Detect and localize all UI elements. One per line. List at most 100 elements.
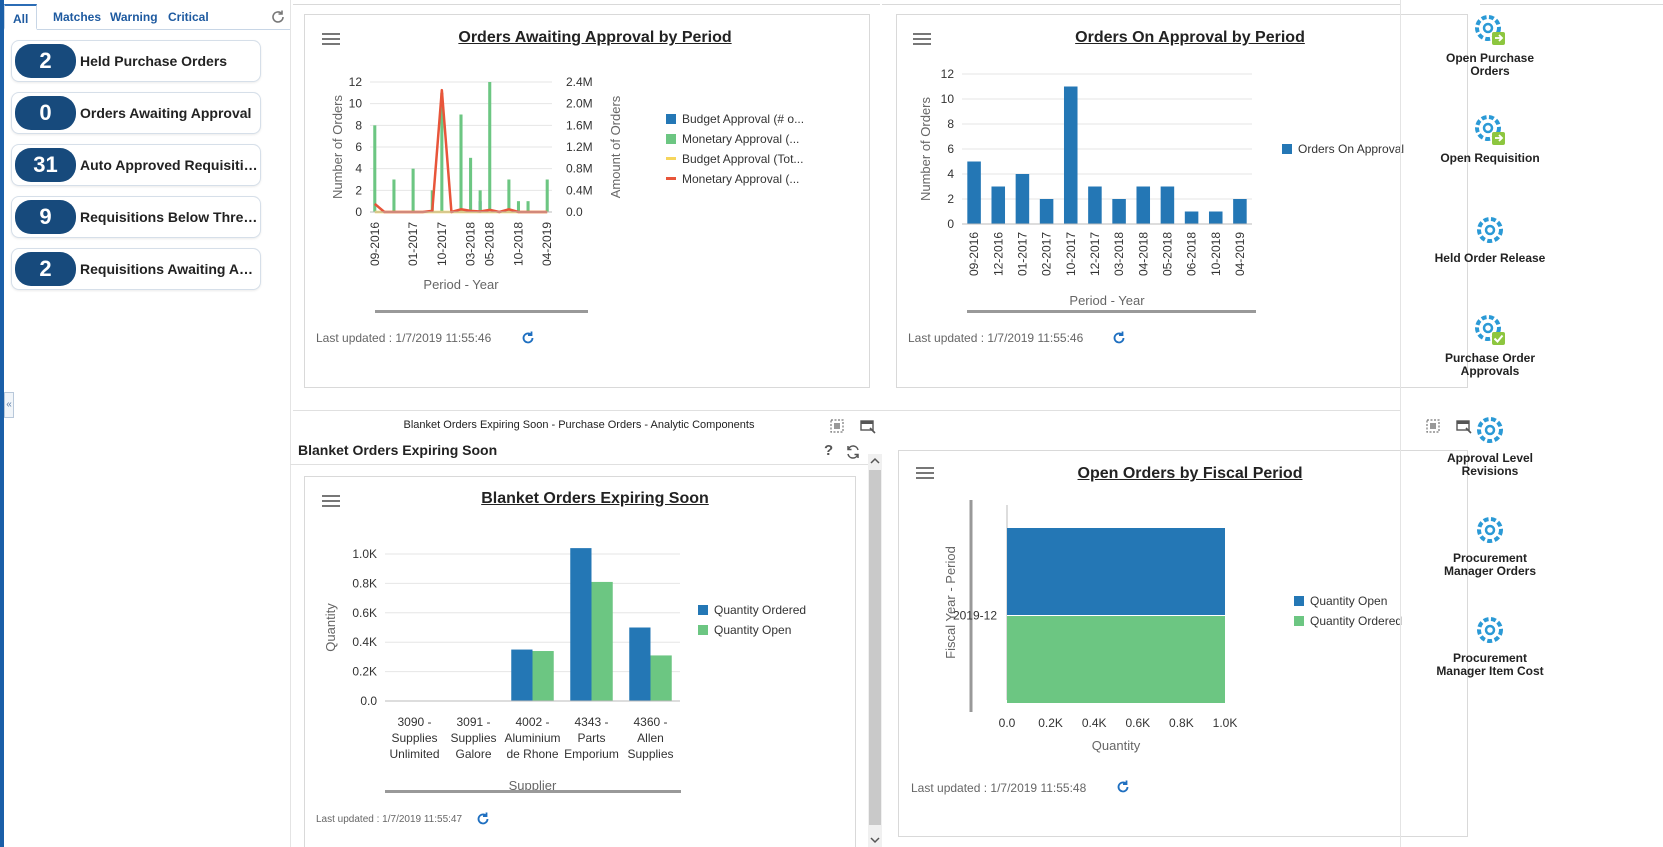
chart1-y2tick-label: 0.0 — [566, 205, 583, 219]
edit-component-icon[interactable] — [1456, 418, 1472, 434]
bco-y-axis-title: Quantity — [323, 603, 338, 652]
chart2-x-axis-title: Period - Year — [1069, 293, 1145, 308]
help-icon[interactable]: ? — [824, 442, 834, 459]
chart1-legend-item[interactable]: Budget Approval (# o... — [666, 112, 804, 126]
chart1-legend-item[interactable]: Monetary Approval (... — [666, 172, 799, 186]
tab-matches[interactable]: Matches — [53, 10, 102, 24]
chart1-ytick-label: 10 — [349, 97, 363, 111]
chart4-refresh-icon[interactable] — [1115, 779, 1131, 795]
chart1-y2-axis-title: Amount of Orders — [608, 95, 620, 198]
bco-legend-item[interactable]: Quantity Open — [698, 623, 791, 637]
watchlist-label: Held Purchase Orders — [80, 53, 228, 69]
watchlist-count: 9 — [15, 200, 76, 234]
chart1-ytick-label: 12 — [349, 75, 363, 89]
chart2-xtick-label: 09-2016 — [967, 232, 981, 276]
chart2-legend-item[interactable]: Orders On Approval — [1282, 142, 1404, 156]
bco-menu-icon[interactable] — [322, 495, 340, 509]
tab-all[interactable]: All — [4, 4, 38, 30]
bco-legend-item[interactable]: Quantity Ordered — [698, 603, 806, 617]
bco-bar — [532, 651, 554, 701]
chart1-ytick-label: 6 — [355, 140, 362, 154]
tab-warning[interactable]: Warning — [110, 10, 158, 24]
watchlist-held-purchase-orders[interactable]: 2 Held Purchase Orders — [11, 40, 261, 82]
launch-label: Approval Level Revisions — [1446, 451, 1534, 478]
chart1-bar — [516, 201, 521, 212]
chart1-title: Orders Awaiting Approval by Period — [458, 29, 732, 46]
row-divider — [293, 410, 1400, 411]
bco-component-header: Blanket Orders Expiring Soon - Purchase … — [403, 419, 755, 431]
chart2-panel — [896, 14, 1468, 388]
launch-label: Held Order Release — [1434, 251, 1546, 265]
scroll-up-icon[interactable] — [868, 455, 882, 467]
refresh-icon[interactable] — [270, 9, 286, 25]
launch-open-requisition[interactable]: Open Requisition — [1433, 112, 1547, 165]
chart1-menu-icon[interactable] — [322, 33, 340, 47]
launch-open-purchase-orders[interactable]: Open Purchase Orders — [1433, 12, 1547, 78]
chart1-legend-item[interactable]: Monetary Approval (... — [666, 132, 799, 146]
watchlist-requisitions-below-threshold[interactable]: 9 Requisitions Below Threshold — [11, 196, 261, 238]
chart2-xtick-label: 12-2016 — [991, 232, 1005, 276]
launch-purchase-order-approvals[interactable]: Purchase Order Approvals — [1433, 312, 1547, 378]
chart1-xtick-label: 05-2018 — [483, 222, 497, 266]
expand-icon[interactable] — [829, 418, 845, 434]
chart4-last-updated: Last updated : 1/7/2019 11:55:48 — [911, 781, 1087, 795]
chart1-scroll-bar[interactable] — [375, 310, 588, 313]
bco-bar — [629, 627, 651, 701]
watchlist-count: 31 — [15, 148, 76, 182]
bco-xtick-label: 4002 - — [515, 715, 549, 729]
reload-icon[interactable] — [845, 444, 861, 460]
chart1-bar — [526, 201, 530, 212]
chart2-xtick-label: 10-2018 — [1209, 232, 1223, 276]
tab-critical[interactable]: Critical — [168, 10, 209, 24]
chart4-menu-icon[interactable] — [916, 467, 934, 481]
chart1-ytick-label: 8 — [355, 118, 362, 132]
chart2-scroll-bar[interactable] — [967, 310, 1256, 313]
watchlist-orders-awaiting-approval[interactable]: 0 Orders Awaiting Approval — [11, 92, 261, 134]
launch-procurement-manager-item-cost[interactable]: Procurement Manager Item Cost — [1433, 612, 1547, 678]
bco-last-updated: Last updated : 1/7/2019 11:55:47 — [316, 814, 463, 825]
bco-xtick-label: Supplies — [627, 747, 673, 761]
bco-xtick-label: Aluminium — [504, 731, 560, 745]
chart2-title: Orders On Approval by Period — [1075, 29, 1305, 46]
bco-ytick-label: 0.8K — [352, 576, 377, 590]
chart1-bar — [507, 179, 511, 212]
chart1-bar — [459, 114, 463, 212]
expand-icon[interactable] — [1425, 418, 1441, 434]
scroll-down-icon[interactable] — [868, 834, 882, 846]
chart1-refresh-icon[interactable] — [520, 330, 536, 346]
approval-level-revisions-icon — [1477, 417, 1503, 443]
watchlist-label: Auto Approved Requisitions — [80, 157, 258, 173]
chart1-plot: 0 2 4 6 8 10 12 0.0 0.4M 0.8M 1.2M 1.6M 2.0M 2.4M Numb… — [330, 75, 620, 292]
launchpad-divider — [1400, 0, 1401, 847]
edit-component-icon[interactable] — [860, 418, 876, 434]
chart4-legend-item[interactable]: Quantity Ordered — [1294, 614, 1402, 628]
chart2-menu-icon[interactable] — [913, 33, 931, 47]
chart4-legend-item[interactable]: Quantity Open — [1294, 594, 1387, 608]
launch-held-order-release[interactable]: Held Order Release — [1433, 212, 1547, 265]
scrollbar-thumb[interactable] — [869, 470, 881, 825]
open-purchase-orders-icon — [1475, 15, 1505, 45]
collapse-panel-handle[interactable]: « — [4, 392, 14, 418]
bco-scroll-bar[interactable] — [385, 790, 681, 793]
launch-procurement-manager-orders[interactable]: Procurement Manager Orders — [1433, 512, 1547, 578]
launch-approval-level-revisions[interactable]: Approval Level Revisions — [1433, 412, 1547, 478]
chart2-bar — [1015, 174, 1030, 224]
launch-label: Open Requisition — [1440, 151, 1540, 165]
watchlist-auto-approved-requisitions[interactable]: 31 Auto Approved Requisitions — [11, 144, 261, 186]
chart4-xtick-label: 0.0 — [999, 716, 1016, 730]
chart2-xtick-label: 05-2018 — [1160, 232, 1174, 276]
chart1-bar — [545, 179, 549, 212]
bco-refresh-icon[interactable] — [475, 811, 491, 827]
watchlist-tabs: All Matches Warning Critical — [4, 4, 290, 30]
chart2-refresh-icon[interactable] — [1111, 330, 1127, 346]
chart1-legend-item[interactable]: Budget Approval (Tot... — [666, 152, 803, 166]
chart1-y2tick-label: 1.6M — [566, 118, 593, 132]
bco-ytick-label: 0.4K — [352, 635, 377, 649]
bco-chart-title: Blanket Orders Expiring Soon — [481, 490, 709, 507]
bco-ytick-label: 1.0K — [352, 547, 377, 561]
watchlist-requisitions-awaiting-approval[interactable]: 2 Requisitions Awaiting Approval — [11, 248, 261, 290]
chart2-last-updated: Last updated : 1/7/2019 11:55:46 — [908, 331, 1084, 345]
launch-label: Open Purchase Orders — [1445, 51, 1535, 78]
chart2-plot: 0 2 4 6 8 10 12 Number of Orders 09-2016 12-2016 0… — [918, 67, 1252, 308]
